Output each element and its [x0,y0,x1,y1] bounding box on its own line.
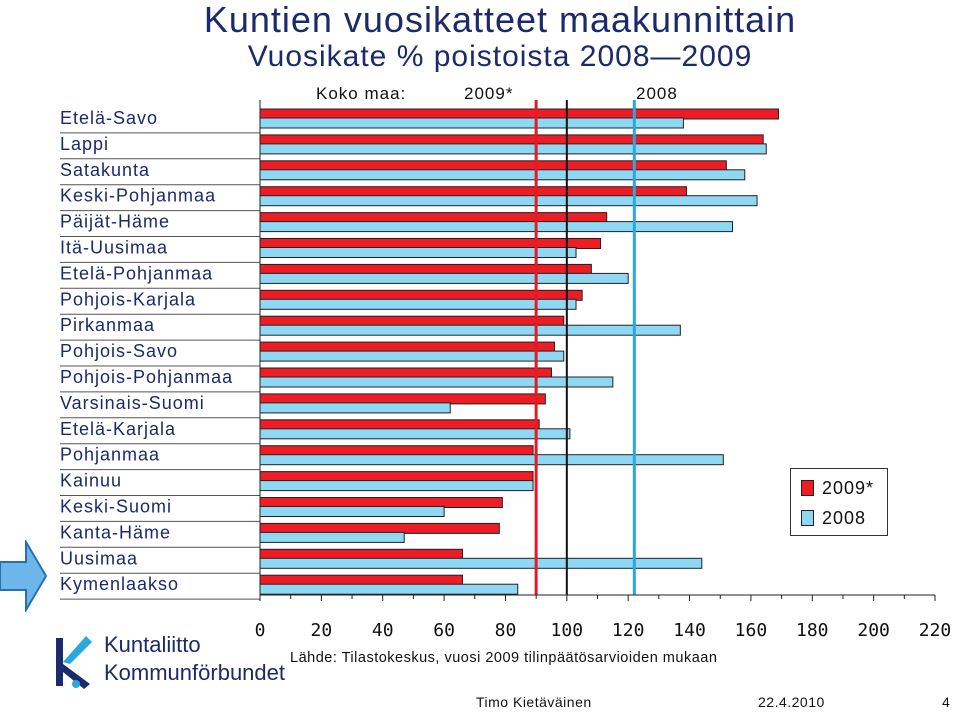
region-labels: Etelä-Savo Lappi Satakunta Keski-Pohjanmaa P… [60,108,233,594]
bar-2008 [259,143,767,155]
x-tick-label: 140 [673,620,706,641]
x-tick-label: 80 [495,620,517,641]
region-label: Etelä-Pohjanmaa [60,263,213,283]
legend-label-2008: 2008 [822,507,867,528]
x-tick-label: 20 [311,620,333,641]
highlight-arrow-icon [0,538,48,617]
bar-2008 [259,402,451,414]
region-label: Keski-Suomi [60,497,172,517]
region-label: Etelä-Savo [60,108,158,128]
x-tick-label: 200 [857,620,890,641]
x-tick-label: 160 [735,620,768,641]
year-2009-header: 2009* [464,84,514,103]
region-label: Itä-Uusimaa [60,238,168,258]
legend-item-2008: 2008 [801,507,866,529]
footer-date: 22.4.2010 [758,694,825,710]
label-lines [60,132,260,600]
legend-item-2009: 2009* [801,477,874,499]
page-subtitle: Vuosikate % poistoista 2008—2009 [247,40,753,73]
x-tick-label: 40 [372,620,394,641]
legend: 2009* 2008 [790,468,888,536]
legend-swatch-2009 [801,480,814,496]
region-label: Uusimaa [60,548,138,568]
region-label: Pohjois-Savo [60,341,178,361]
region-label: Pohjois-Pohjanmaa [60,367,233,387]
bar-2008 [259,324,681,336]
region-label: Päijät-Häme [60,212,170,232]
koko-maa-label: Koko maa: [316,84,407,103]
bar-2008 [259,480,534,492]
logo-text-finnish: Kuntaliitto [104,632,201,657]
bar-2008 [259,169,746,181]
kuntaliitto-logo-icon [56,636,92,689]
bar-2008 [259,583,519,595]
region-label: Pohjois-Karjala [60,289,196,309]
region-label: Pirkanmaa [60,315,155,335]
bars [259,108,780,595]
bar-2008 [259,376,614,388]
kuntaliitto-logo: Kuntaliitto Kommunförbundet [52,632,292,692]
reference-lines [534,100,636,595]
x-tick-label: 60 [433,620,455,641]
bar-2008 [259,506,445,517]
source-note: Lähde: Tilastokeskus, vuosi 2009 tilinpä… [290,650,718,666]
year-2008-header: 2008 [636,84,678,103]
bar-2008 [259,350,565,362]
region-label: Lappi [60,134,109,154]
region-label: Kymenlaakso [60,574,179,594]
footer-page-number: 4 [942,694,950,710]
bar-2008 [259,272,629,284]
bar-2008 [259,428,571,440]
bar-2008 [259,298,577,310]
x-tick-label: 0 [255,620,266,641]
legend-label-2009: 2009* [822,477,875,498]
region-label: Pohjanmaa [60,445,160,465]
legend-swatch-2008 [801,510,814,526]
bar-2008 [259,247,577,258]
bar-2008 [259,531,405,543]
x-tick-label: 180 [796,620,829,641]
region-label: Kanta-Häme [60,522,171,542]
x-axis: 0 20 40 60 80 100 120 140 160 180 200 220 [255,100,952,641]
x-tick-label: 220 [919,620,952,641]
region-label: Kainuu [60,471,122,491]
bar-2008 [259,221,733,233]
footer-author: Timo Kietäväinen [476,694,592,710]
page-title: Kuntien vuosikatteet maakunnittain [203,0,797,40]
x-tick-label: 100 [551,620,584,641]
x-tick-label: 120 [612,620,645,641]
logo-text-swedish: Kommunförbundet [104,660,285,685]
bar-2008 [259,117,684,129]
region-label: Keski-Pohjanmaa [60,186,216,206]
bar-2008 [259,454,724,466]
bar-2008 [259,195,758,207]
region-label: Satakunta [60,160,150,180]
region-label: Varsinais-Suomi [60,393,205,413]
region-label: Etelä-Karjala [60,419,176,439]
